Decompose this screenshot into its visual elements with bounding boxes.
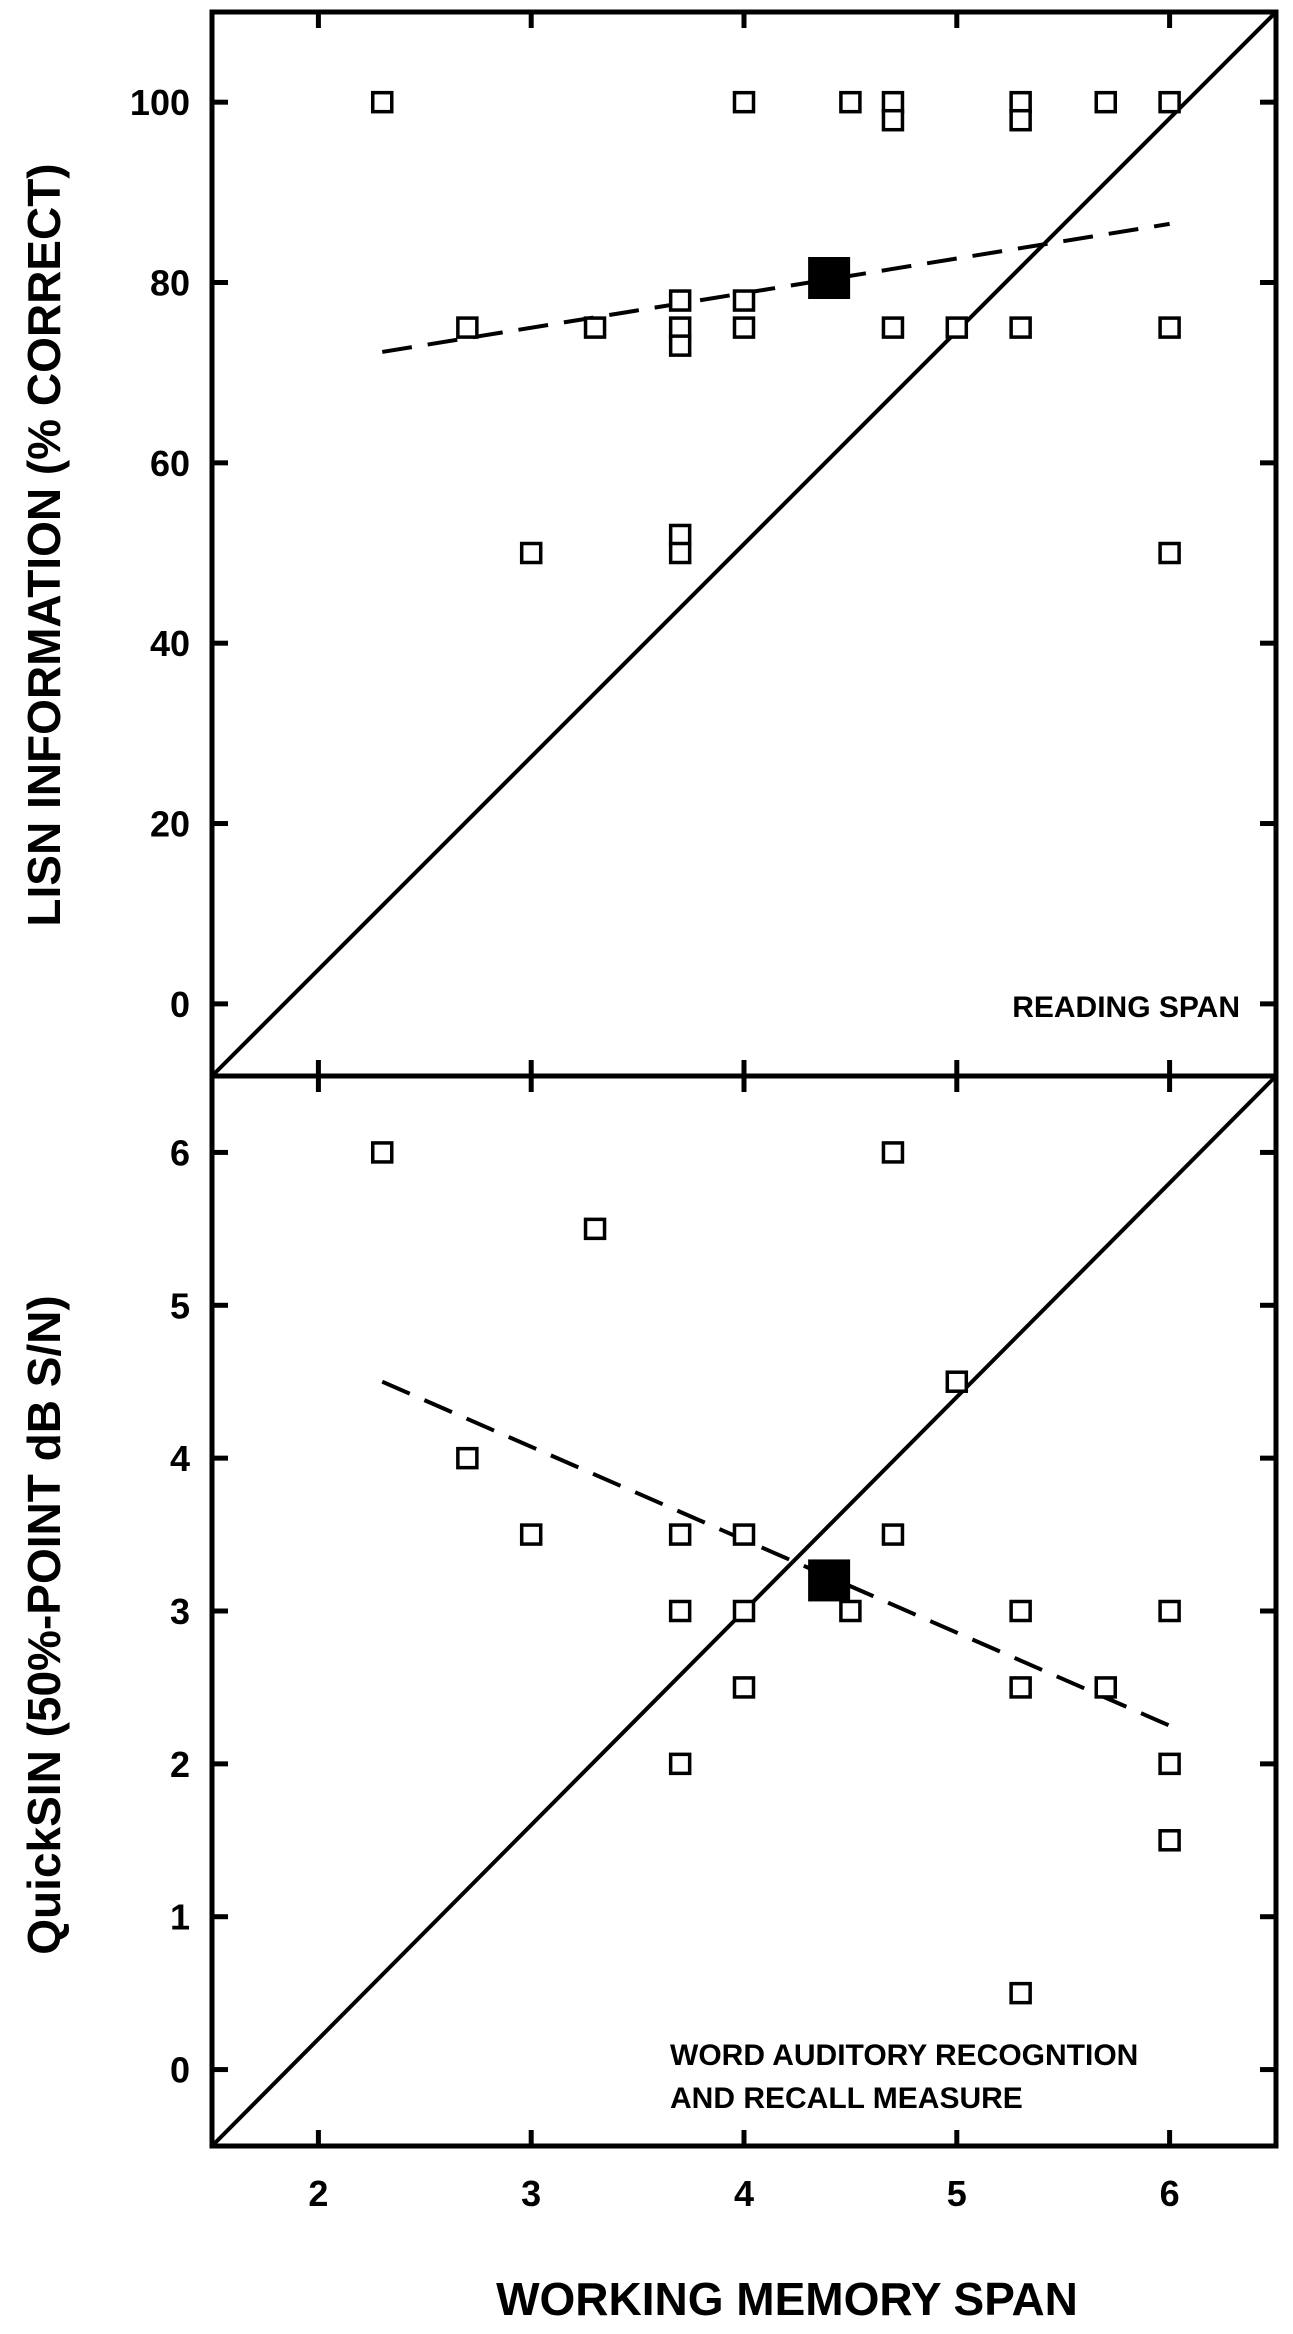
data-point (583, 316, 607, 339)
reading-span-panel: LISN INFORMATION (% CORRECT) READING SPA… (18, 9, 1279, 1079)
y-tick-label: 1 (170, 1897, 190, 1938)
data-point (839, 90, 862, 114)
data-point (1009, 1599, 1032, 1623)
x-tick-label: 6 (1160, 2173, 1180, 2214)
data-point (668, 1599, 692, 1623)
data-point (1094, 90, 1118, 114)
bottom-y-axis-title: QuickSIN (50%-POINT dB S/N) (18, 1295, 70, 1954)
y-tick-label: 40 (150, 623, 190, 664)
data-point (668, 334, 692, 357)
data-point (370, 1141, 394, 1164)
identity-line (210, 10, 1278, 1078)
data-point (668, 316, 692, 339)
y-tick-label: 60 (150, 443, 190, 484)
data-point (1009, 316, 1032, 339)
data-point (668, 541, 692, 565)
y-tick-label: 2 (170, 1744, 190, 1785)
data-point (1009, 1676, 1032, 1699)
data-point (456, 1446, 479, 1470)
data-point (1158, 90, 1181, 114)
mean-point (808, 1559, 851, 1602)
data-point (519, 541, 543, 565)
data-point (732, 316, 756, 339)
x-tick-label: 5 (947, 2173, 967, 2214)
data-point (668, 289, 692, 312)
y-tick-label: 6 (170, 1132, 190, 1173)
data-point (1094, 1676, 1118, 1699)
y-tick-label: 0 (170, 984, 190, 1025)
x-tick-label: 4 (734, 2173, 754, 2214)
y-tick-label: 3 (170, 1591, 190, 1632)
data-point (1158, 316, 1181, 339)
y-tick-label: 0 (170, 2050, 190, 2091)
data-point (456, 316, 479, 339)
data-point (1158, 1829, 1181, 1852)
mean-point (808, 257, 851, 299)
data-point (881, 90, 905, 114)
data-point (881, 316, 905, 339)
data-point (1158, 1599, 1181, 1623)
data-point (1009, 108, 1032, 132)
y-tick-label: 20 (150, 804, 190, 845)
data-point (1009, 90, 1032, 114)
data-point (668, 523, 692, 547)
data-point (370, 90, 394, 114)
data-point (1158, 541, 1181, 565)
x-tick-label: 3 (521, 2173, 541, 2214)
bottom-panel-label-line-2: AND RECALL MEASURE (670, 2082, 1023, 2115)
y-tick-label: 4 (170, 1438, 190, 1479)
data-point (583, 1217, 607, 1241)
y-tick-label: 100 (130, 82, 190, 123)
y-tick-label: 5 (170, 1285, 190, 1326)
data-point (732, 289, 756, 312)
data-point (732, 1523, 756, 1546)
y-tick-label: 80 (150, 263, 190, 304)
data-point (668, 1523, 692, 1546)
data-point (1158, 1752, 1181, 1776)
data-point (732, 1599, 756, 1623)
top-panel-label: READING SPAN (1012, 991, 1240, 1024)
word-auditory-panel: QuickSIN (50%-POINT dB S/N) WORD AUDITOR… (18, 1073, 1279, 2325)
bottom-panel-label-line-1: WORD AUDITORY RECOGNTION (670, 2039, 1138, 2072)
x-tick-label: 2 (308, 2173, 328, 2214)
data-point (881, 108, 905, 132)
data-point (881, 1523, 905, 1546)
data-point (839, 1599, 862, 1623)
data-point (881, 1141, 905, 1164)
data-point (732, 1676, 756, 1699)
data-point (668, 1752, 692, 1776)
data-point (732, 90, 756, 114)
x-axis-title: WORKING MEMORY SPAN (496, 2273, 1078, 2325)
regression-line (381, 221, 1170, 354)
data-point (519, 1523, 543, 1546)
data-point (1009, 1981, 1032, 2005)
data-point (945, 1370, 969, 1393)
regression-line (381, 1379, 1171, 1728)
top-y-axis-title: LISN INFORMATION (% CORRECT) (18, 163, 70, 926)
data-point (945, 316, 969, 339)
